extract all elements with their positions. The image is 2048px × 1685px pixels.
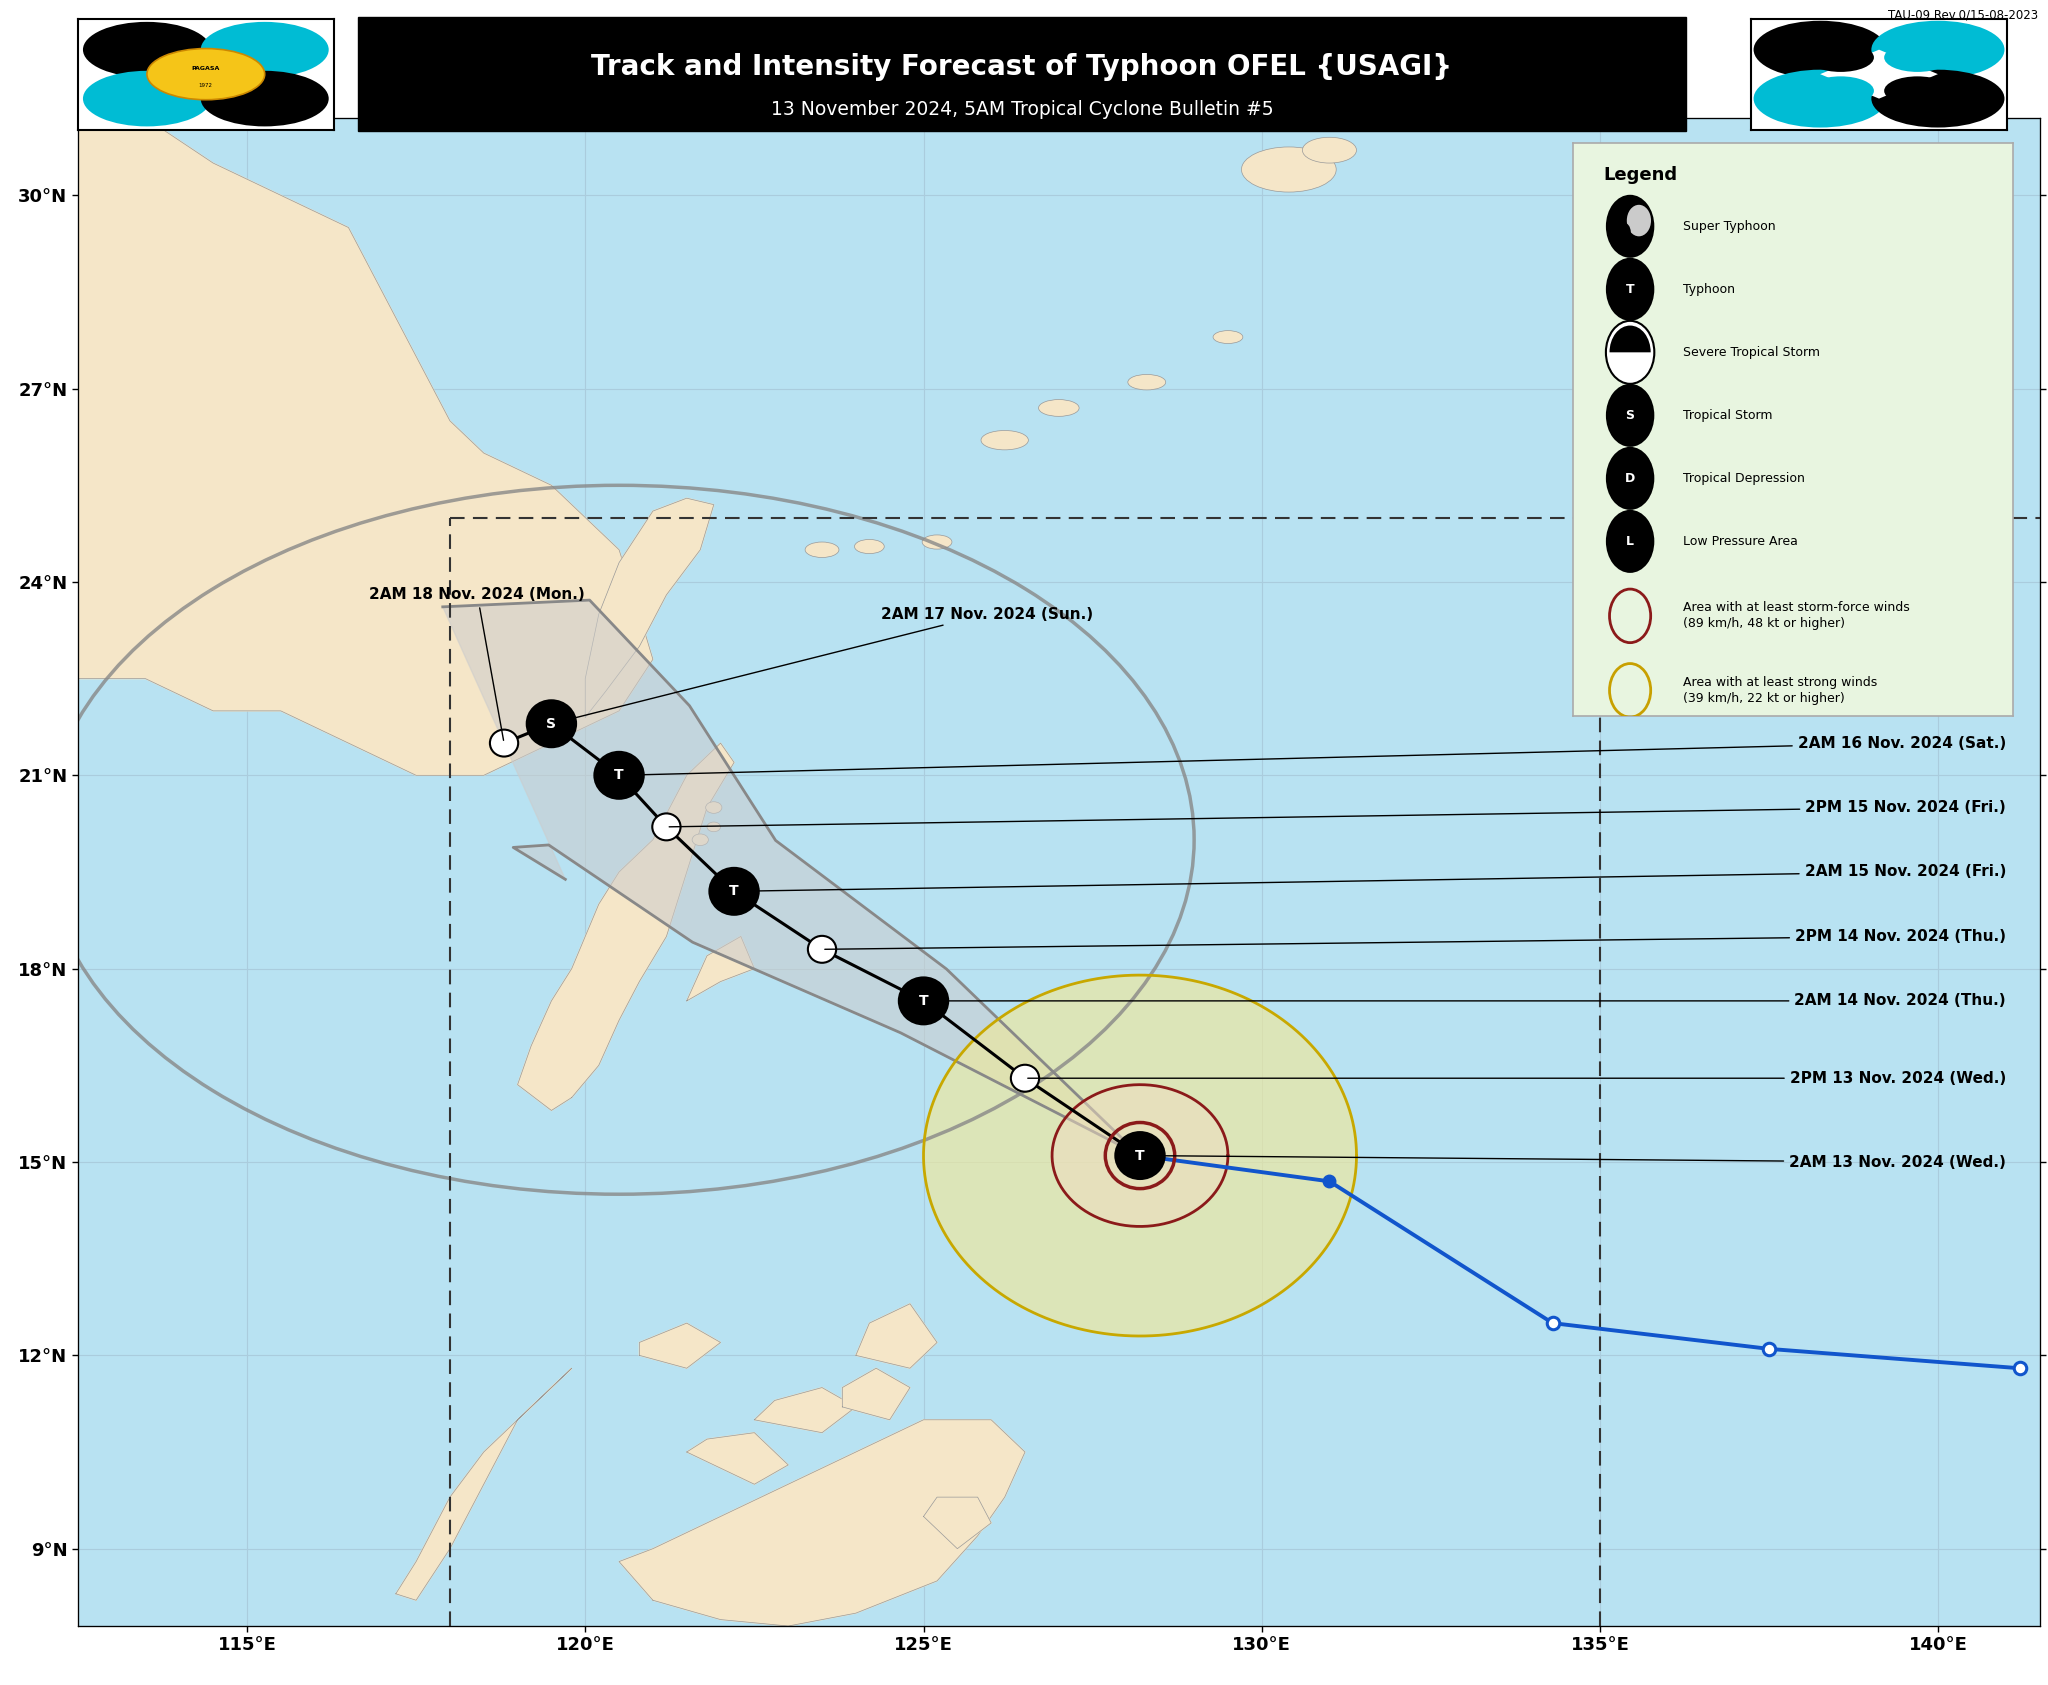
Ellipse shape <box>1038 399 1079 416</box>
Text: Area with at least strong winds
(39 km/h, 22 kt or higher): Area with at least strong winds (39 km/h… <box>1683 676 1878 704</box>
Text: T: T <box>729 885 739 898</box>
Text: 2AM 16 Nov. 2024 (Sat.): 2AM 16 Nov. 2024 (Sat.) <box>623 736 2005 775</box>
Circle shape <box>807 935 836 962</box>
Text: T: T <box>1626 283 1634 297</box>
Text: 2AM 15 Nov. 2024 (Fri.): 2AM 15 Nov. 2024 (Fri.) <box>737 864 2005 891</box>
Wedge shape <box>1610 325 1651 352</box>
Circle shape <box>594 752 645 800</box>
Circle shape <box>1753 69 1886 128</box>
Polygon shape <box>1053 1085 1229 1227</box>
Polygon shape <box>518 743 733 1110</box>
Text: 2AM 18 Nov. 2024 (Mon.): 2AM 18 Nov. 2024 (Mon.) <box>369 588 586 740</box>
Circle shape <box>1753 20 1886 79</box>
Text: TAU-09 Rev.0/15-08-2023: TAU-09 Rev.0/15-08-2023 <box>1888 8 2038 22</box>
Circle shape <box>1606 384 1655 447</box>
Polygon shape <box>395 1368 571 1601</box>
Ellipse shape <box>707 822 721 832</box>
Circle shape <box>1806 44 1874 72</box>
Text: Low Pressure Area: Low Pressure Area <box>1683 534 1798 548</box>
Ellipse shape <box>1128 374 1165 389</box>
Circle shape <box>84 22 211 78</box>
Text: 2PM 15 Nov. 2024 (Fri.): 2PM 15 Nov. 2024 (Fri.) <box>670 800 2005 827</box>
Ellipse shape <box>805 543 840 558</box>
Circle shape <box>1606 320 1655 384</box>
Circle shape <box>1884 44 1952 72</box>
Ellipse shape <box>854 539 885 554</box>
Text: Tropical Storm: Tropical Storm <box>1683 409 1772 421</box>
Ellipse shape <box>1241 147 1335 192</box>
Circle shape <box>1884 76 1952 104</box>
Circle shape <box>84 71 211 126</box>
Circle shape <box>1616 222 1630 241</box>
Circle shape <box>526 699 578 748</box>
Text: 13 November 2024, 5AM Tropical Cyclone Bulletin #5: 13 November 2024, 5AM Tropical Cyclone B… <box>770 99 1274 120</box>
Text: 2AM 17 Nov. 2024 (Sun.): 2AM 17 Nov. 2024 (Sun.) <box>555 607 1094 723</box>
Polygon shape <box>586 499 715 718</box>
Text: T: T <box>1135 1149 1145 1163</box>
Ellipse shape <box>981 431 1028 450</box>
Text: Legend: Legend <box>1604 167 1677 184</box>
Text: Super Typhoon: Super Typhoon <box>1683 219 1776 233</box>
Text: 1972: 1972 <box>199 83 213 88</box>
Text: Tropical Depression: Tropical Depression <box>1683 472 1804 485</box>
Polygon shape <box>78 118 653 775</box>
Text: PAGASA: PAGASA <box>193 66 219 71</box>
Ellipse shape <box>1212 330 1243 344</box>
Polygon shape <box>924 976 1356 1336</box>
Text: S: S <box>1626 409 1634 421</box>
Polygon shape <box>754 1387 856 1432</box>
Polygon shape <box>618 1420 1024 1626</box>
Polygon shape <box>842 1368 909 1420</box>
Circle shape <box>1872 69 2005 128</box>
Text: D: D <box>1624 472 1634 485</box>
Polygon shape <box>856 1304 938 1368</box>
Ellipse shape <box>692 834 709 846</box>
Circle shape <box>897 976 948 1026</box>
Polygon shape <box>924 1498 991 1549</box>
Circle shape <box>1806 76 1874 104</box>
Text: S: S <box>547 716 557 731</box>
Circle shape <box>1012 1065 1038 1092</box>
Polygon shape <box>442 600 1141 1156</box>
Circle shape <box>201 71 328 126</box>
Circle shape <box>709 866 760 917</box>
Ellipse shape <box>922 534 952 549</box>
Circle shape <box>651 814 680 841</box>
Text: Severe Tropical Storm: Severe Tropical Storm <box>1683 345 1821 359</box>
Circle shape <box>1606 447 1655 511</box>
Circle shape <box>147 49 264 99</box>
Polygon shape <box>686 937 754 1001</box>
Ellipse shape <box>1303 136 1356 163</box>
Text: T: T <box>920 994 928 1008</box>
Text: L: L <box>1626 534 1634 548</box>
Text: Area with at least storm-force winds
(89 km/h, 48 kt or higher): Area with at least storm-force winds (89… <box>1683 602 1909 630</box>
Circle shape <box>1606 511 1655 573</box>
Text: Typhoon: Typhoon <box>1683 283 1735 297</box>
Polygon shape <box>686 1432 788 1484</box>
Text: 2PM 13 Nov. 2024 (Wed.): 2PM 13 Nov. 2024 (Wed.) <box>1028 1070 2005 1085</box>
Circle shape <box>1872 20 2005 79</box>
Polygon shape <box>639 1323 721 1368</box>
Circle shape <box>1606 195 1655 258</box>
Circle shape <box>1606 258 1655 320</box>
Circle shape <box>1626 206 1651 236</box>
Text: Track and Intensity Forecast of Typhoon OFEL {USAGI}: Track and Intensity Forecast of Typhoon … <box>592 54 1452 81</box>
Circle shape <box>1114 1131 1165 1179</box>
Text: 2AM 13 Nov. 2024 (Wed.): 2AM 13 Nov. 2024 (Wed.) <box>1143 1154 2005 1169</box>
Circle shape <box>201 22 328 78</box>
Text: T: T <box>614 768 625 782</box>
Text: 2AM 14 Nov. 2024 (Thu.): 2AM 14 Nov. 2024 (Thu.) <box>926 994 2005 1008</box>
Ellipse shape <box>707 802 721 814</box>
Circle shape <box>489 730 518 757</box>
Text: 2PM 14 Nov. 2024 (Thu.): 2PM 14 Nov. 2024 (Thu.) <box>825 928 2005 949</box>
Polygon shape <box>1821 49 1937 99</box>
